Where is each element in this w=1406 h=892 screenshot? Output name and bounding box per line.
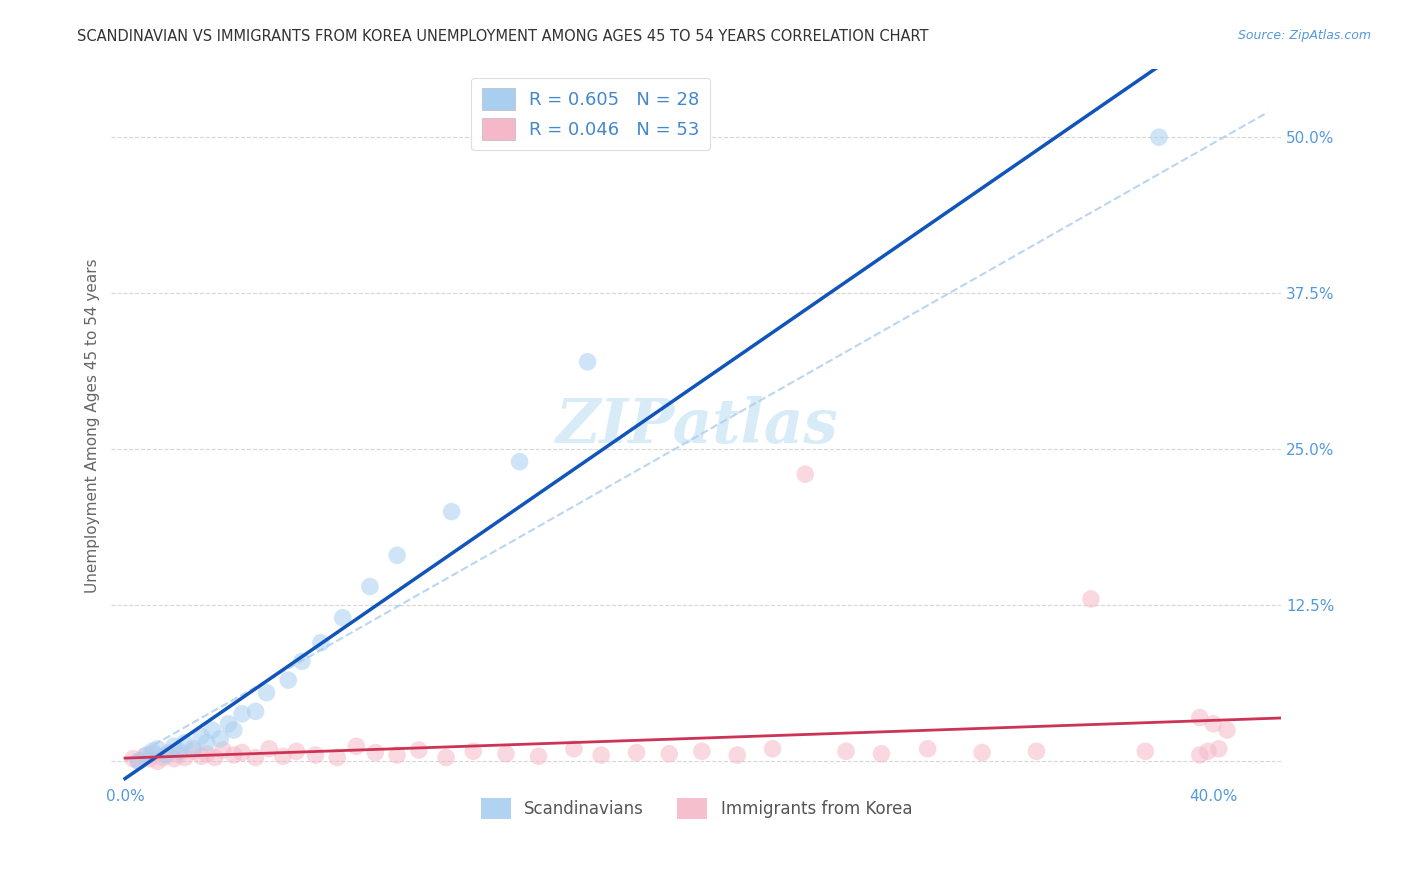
Point: [1216, 723, 1239, 737]
Point: [1202, 716, 1225, 731]
Point: [1188, 747, 1211, 762]
Point: [835, 744, 858, 758]
Point: [359, 580, 381, 594]
Point: [245, 750, 267, 764]
Point: [309, 636, 332, 650]
Point: [212, 743, 235, 757]
Point: [181, 741, 204, 756]
Point: [132, 749, 155, 764]
Point: [463, 744, 485, 758]
Point: [231, 706, 253, 721]
Point: [163, 752, 186, 766]
Point: [1147, 130, 1170, 145]
Point: [157, 746, 180, 760]
Point: [972, 746, 994, 760]
Point: [122, 752, 145, 766]
Point: [204, 750, 226, 764]
Point: [141, 747, 163, 761]
Point: [146, 741, 169, 756]
Point: [344, 739, 367, 754]
Point: [725, 747, 748, 762]
Text: Source: ZipAtlas.com: Source: ZipAtlas.com: [1237, 29, 1371, 42]
Point: [128, 754, 150, 768]
Point: [1135, 744, 1157, 758]
Legend: Scandinavians, Immigrants from Korea: Scandinavians, Immigrants from Korea: [474, 792, 918, 825]
Point: [1208, 741, 1230, 756]
Point: [527, 749, 550, 764]
Point: [434, 750, 457, 764]
Point: [195, 735, 218, 749]
Point: [163, 739, 186, 754]
Point: [169, 744, 191, 758]
Point: [231, 746, 253, 760]
Point: [209, 731, 232, 746]
Point: [277, 673, 299, 687]
Point: [135, 747, 157, 762]
Point: [222, 747, 245, 762]
Text: ZIPatlas: ZIPatlas: [555, 396, 838, 456]
Point: [364, 746, 387, 760]
Point: [190, 729, 212, 743]
Point: [285, 744, 308, 758]
Point: [326, 750, 349, 764]
Point: [256, 685, 278, 699]
Point: [173, 750, 195, 764]
Point: [245, 704, 267, 718]
Point: [495, 747, 517, 761]
Point: [385, 747, 408, 762]
Point: [562, 741, 585, 756]
Point: [190, 749, 212, 764]
Point: [181, 744, 204, 758]
Point: [155, 747, 177, 762]
Point: [152, 750, 174, 764]
Point: [440, 505, 463, 519]
Point: [576, 355, 599, 369]
Point: [408, 743, 430, 757]
Point: [217, 716, 239, 731]
Point: [917, 741, 939, 756]
Y-axis label: Unemployment Among Ages 45 to 54 years: Unemployment Among Ages 45 to 54 years: [86, 259, 100, 593]
Point: [304, 747, 326, 762]
Point: [794, 467, 817, 482]
Point: [509, 455, 531, 469]
Point: [1188, 710, 1211, 724]
Point: [173, 735, 195, 749]
Point: [138, 752, 160, 766]
Point: [626, 746, 648, 760]
Point: [141, 744, 163, 758]
Point: [761, 741, 783, 756]
Point: [222, 723, 245, 737]
Point: [271, 749, 294, 764]
Point: [658, 747, 681, 761]
Point: [146, 754, 169, 768]
Point: [257, 741, 280, 756]
Point: [591, 747, 613, 762]
Point: [332, 611, 354, 625]
Point: [870, 747, 893, 761]
Point: [1197, 744, 1219, 758]
Point: [195, 747, 218, 761]
Point: [291, 654, 314, 668]
Point: [169, 747, 191, 762]
Point: [1025, 744, 1047, 758]
Point: [1080, 592, 1102, 607]
Text: SCANDINAVIAN VS IMMIGRANTS FROM KOREA UNEMPLOYMENT AMONG AGES 45 TO 54 YEARS COR: SCANDINAVIAN VS IMMIGRANTS FROM KOREA UN…: [77, 29, 929, 44]
Point: [690, 744, 713, 758]
Point: [385, 549, 408, 563]
Point: [201, 723, 224, 737]
Point: [128, 754, 150, 768]
